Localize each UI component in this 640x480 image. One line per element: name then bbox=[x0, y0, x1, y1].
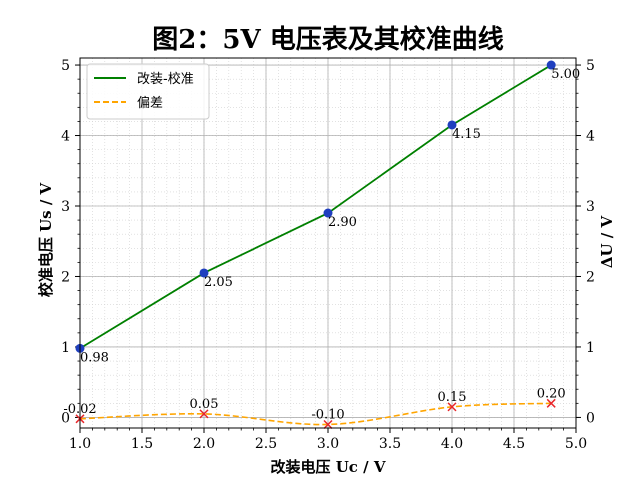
series-1-data-label: 4.15 bbox=[452, 127, 481, 142]
x-tick-label: 2.0 bbox=[193, 436, 215, 452]
y-tick-label: 5 bbox=[61, 58, 70, 74]
x-tick-label: 2.5 bbox=[255, 436, 277, 452]
series-2-point bbox=[546, 398, 556, 408]
series-1-point bbox=[323, 208, 333, 218]
y-axis-label: 校准电压 Us / V bbox=[37, 182, 55, 297]
series-1-point bbox=[447, 120, 457, 130]
series-1-data-label: 5.00 bbox=[551, 67, 580, 82]
x-tick-label: 5.0 bbox=[565, 436, 587, 452]
y2-tick-label: 5 bbox=[586, 58, 595, 74]
series-1-data-label: 2.90 bbox=[328, 215, 357, 230]
x-tick-label: 4.5 bbox=[503, 436, 525, 452]
series-2-point bbox=[323, 419, 333, 430]
series-1-data-label: 2.05 bbox=[204, 275, 233, 290]
series-2-data-label: 0.15 bbox=[438, 390, 467, 405]
x-tick-label: 3.0 bbox=[317, 436, 339, 452]
series-2-point bbox=[447, 402, 457, 412]
y-tick-label: 4 bbox=[61, 129, 70, 145]
plot-frame bbox=[79, 57, 577, 429]
series-2-data-label: 0.20 bbox=[537, 386, 566, 401]
legend: 改装-校准 偏差 bbox=[86, 63, 210, 120]
series-1-point bbox=[199, 268, 209, 278]
x-tick-label: 3.5 bbox=[379, 436, 401, 452]
legend-label-series-2: 偏差 bbox=[137, 96, 163, 111]
x-axis-label: 改装电压 Uc / V bbox=[271, 458, 386, 476]
y-tick-label: 2 bbox=[61, 269, 70, 285]
series-2-data-label: 0.05 bbox=[190, 397, 219, 412]
y-tick-label: 1 bbox=[61, 340, 70, 356]
y2-tick-label: 0 bbox=[586, 410, 595, 426]
legend-label-series-1: 改装-校准 bbox=[137, 71, 194, 87]
y-tick-label: 3 bbox=[61, 199, 70, 215]
series-1-point bbox=[546, 60, 556, 70]
series-1-data-label: 0.98 bbox=[80, 350, 109, 365]
y2-axis-label: ΔU / V bbox=[598, 215, 616, 268]
x-tick-label: 4.0 bbox=[441, 436, 463, 452]
y2-tick-label: 2 bbox=[586, 269, 595, 285]
y2-tick-label: 3 bbox=[586, 199, 595, 215]
x-tick-label: 1.5 bbox=[131, 436, 153, 452]
ticks: 1.0 1.5 2.0 2.5 3.0 3.5 4.0 4.5 5.00 01 12 23 34 45 5 bbox=[61, 58, 595, 452]
series-2-data-label: -0.10 bbox=[311, 407, 344, 422]
x-tick-label: 1.0 bbox=[69, 436, 91, 452]
chart-title: 图2：5V 电压表及其校准曲线 bbox=[152, 24, 503, 55]
grid bbox=[79, 58, 577, 428]
y-tick-label: 0 bbox=[61, 410, 70, 426]
series-2-point bbox=[199, 409, 209, 419]
y2-tick-label: 1 bbox=[586, 340, 595, 356]
y2-tick-label: 4 bbox=[586, 129, 595, 145]
